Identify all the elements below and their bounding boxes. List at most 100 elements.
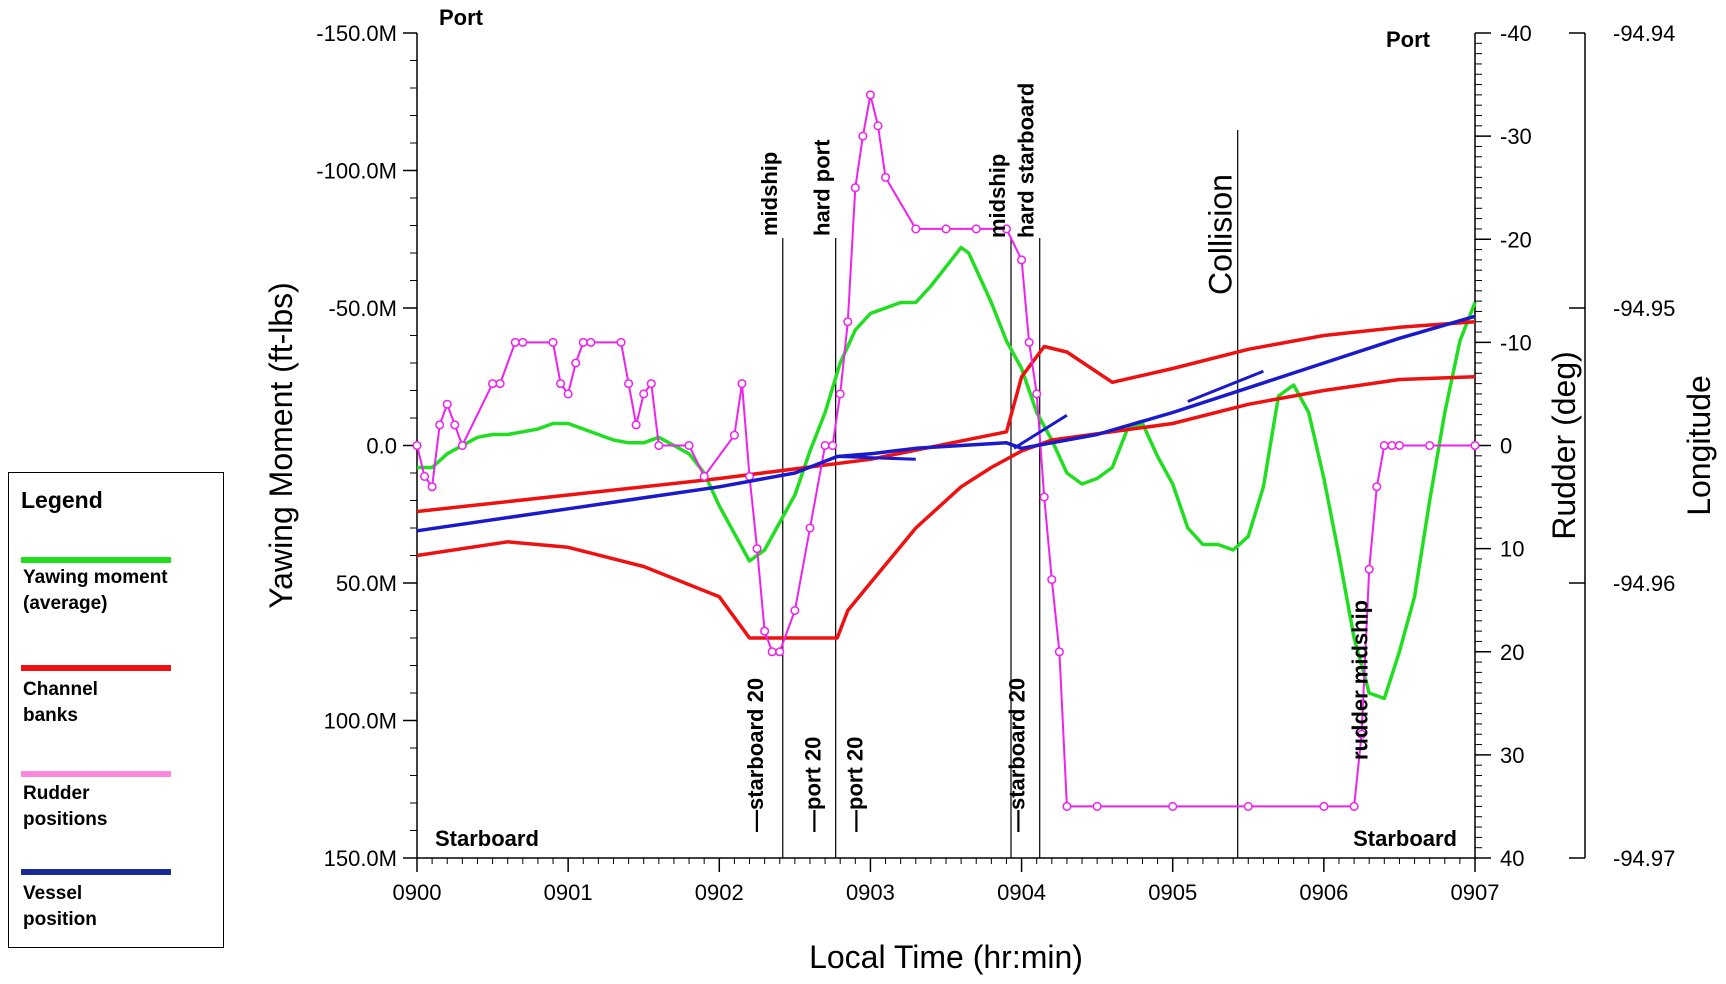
rudder-point bbox=[617, 339, 625, 347]
legend-swatch-vessel bbox=[21, 869, 171, 875]
rudder-point bbox=[753, 545, 761, 553]
rudder-point bbox=[1063, 803, 1071, 811]
legend-swatch-yawing bbox=[21, 557, 171, 563]
rudder-point bbox=[874, 122, 882, 130]
rudder-point bbox=[1040, 493, 1048, 501]
rudder-point bbox=[489, 380, 497, 388]
rudder-point bbox=[1381, 442, 1389, 450]
y-left-tick-label: 100.0M bbox=[324, 709, 397, 734]
y-left-tick-label: -100.0M bbox=[316, 159, 397, 184]
y-rudder-tick-label: -30 bbox=[1500, 124, 1532, 149]
rudder-point bbox=[587, 339, 595, 347]
y-rudder-tick-label: 30 bbox=[1500, 743, 1524, 768]
y-rudder-tick-label: 10 bbox=[1500, 537, 1524, 562]
y-left-tick-label: 50.0M bbox=[336, 571, 397, 596]
rudder-point bbox=[519, 339, 527, 347]
rudder-point bbox=[1373, 483, 1381, 491]
rudder-point bbox=[428, 483, 436, 491]
rudder-midship-label: rudder midship bbox=[1348, 600, 1373, 760]
rudder-point bbox=[1350, 803, 1358, 811]
legend-swatch-channel bbox=[21, 665, 171, 671]
marker-top-label: hard port bbox=[810, 139, 835, 236]
rudder-point bbox=[647, 380, 655, 388]
legend: Legend Yawing moment (average) Channel b… bbox=[8, 472, 224, 948]
rudder-point bbox=[836, 390, 844, 398]
rudder-point bbox=[413, 442, 421, 450]
rudder-point bbox=[867, 91, 875, 99]
rudder-point bbox=[549, 339, 557, 347]
legend-swatch-rudder bbox=[21, 771, 171, 777]
rudder-point bbox=[1048, 576, 1056, 584]
y-left-tick-label: -50.0M bbox=[329, 296, 397, 321]
corner-label-bottom-left: Starboard bbox=[435, 826, 539, 851]
y-left-tick-label: -150.0M bbox=[316, 21, 397, 46]
rudder-point bbox=[1033, 390, 1041, 398]
rudder-point bbox=[1056, 648, 1064, 656]
rudder-point bbox=[640, 390, 648, 398]
y-axis-longitude-title: Longitude bbox=[1681, 375, 1717, 516]
rudder-point bbox=[496, 380, 504, 388]
marker-top-label: hard starboard bbox=[1014, 83, 1039, 238]
rudder-point bbox=[1244, 803, 1252, 811]
vessel-heading-arrow bbox=[837, 457, 916, 460]
rudder-point bbox=[459, 442, 467, 450]
rudder-point bbox=[700, 473, 708, 481]
rudder-point bbox=[972, 225, 980, 233]
legend-label-channel: Channel banks bbox=[23, 677, 133, 729]
x-tick-label: 0904 bbox=[997, 880, 1046, 905]
rudder-point bbox=[572, 359, 580, 367]
marker-bottom-label: —starboard 20 bbox=[743, 678, 768, 832]
corner-label-top-left: Port bbox=[439, 5, 484, 30]
rudder-point bbox=[738, 380, 746, 388]
y-longitude-tick-label: -94.95 bbox=[1613, 296, 1675, 321]
rudder-point bbox=[1471, 442, 1479, 450]
y-rudder-tick-label: 0 bbox=[1500, 434, 1512, 459]
rudder-point bbox=[421, 473, 429, 481]
marker-bottom-label: —port 20 bbox=[801, 737, 826, 832]
rudder-point bbox=[685, 442, 693, 450]
rudder-point bbox=[1320, 803, 1328, 811]
y-longitude-tick-label: -94.97 bbox=[1613, 846, 1675, 871]
rudder-point bbox=[882, 174, 890, 182]
x-tick-label: 0903 bbox=[846, 880, 895, 905]
legend-title: Legend bbox=[21, 487, 103, 514]
legend-label-yawing: Yawing moment (average) bbox=[23, 565, 223, 617]
x-tick-label: 0900 bbox=[393, 880, 442, 905]
marker-top-label: midship bbox=[757, 152, 782, 236]
rudder-point bbox=[776, 648, 784, 656]
marker-top-label: midship bbox=[985, 154, 1010, 238]
rudder-point bbox=[1396, 442, 1404, 450]
series-line bbox=[417, 248, 1475, 699]
x-tick-label: 0906 bbox=[1299, 880, 1348, 905]
x-tick-label: 0901 bbox=[544, 880, 593, 905]
y-rudder-tick-label: -40 bbox=[1500, 21, 1532, 46]
y-left-tick-label: 0.0 bbox=[366, 434, 397, 459]
rudder-point bbox=[1169, 803, 1177, 811]
rudder-point bbox=[564, 390, 572, 398]
y-longitude-tick-label: -94.94 bbox=[1613, 21, 1675, 46]
y-axis-rudder-title: Rudder (deg) bbox=[1546, 351, 1582, 540]
rudder-point bbox=[1365, 565, 1373, 573]
y-rudder-tick-label: 40 bbox=[1500, 846, 1524, 871]
legend-label-rudder: Rudder positions bbox=[23, 781, 133, 833]
rudder-point bbox=[791, 607, 799, 615]
rudder-point bbox=[821, 442, 829, 450]
rudder-point bbox=[829, 442, 837, 450]
corner-label-bottom-right: Starboard bbox=[1353, 826, 1457, 851]
rudder-point bbox=[579, 339, 587, 347]
rudder-point bbox=[655, 442, 663, 450]
marker-bottom-label: —starboard 20 bbox=[1005, 678, 1030, 832]
rudder-point bbox=[731, 431, 739, 439]
y-left-tick-label: 150.0M bbox=[324, 846, 397, 871]
y-axis-left-title: Yawing Moment (ft-lbs) bbox=[263, 282, 299, 609]
rudder-point bbox=[1426, 442, 1434, 450]
rudder-point bbox=[761, 627, 769, 635]
x-tick-label: 0902 bbox=[695, 880, 744, 905]
x-tick-label: 0905 bbox=[1148, 880, 1197, 905]
y-longitude-tick-label: -94.96 bbox=[1613, 571, 1675, 596]
y-rudder-tick-label: -20 bbox=[1500, 227, 1532, 252]
rudder-point bbox=[806, 524, 814, 532]
rudder-point bbox=[859, 132, 867, 140]
rudder-point bbox=[852, 184, 860, 192]
